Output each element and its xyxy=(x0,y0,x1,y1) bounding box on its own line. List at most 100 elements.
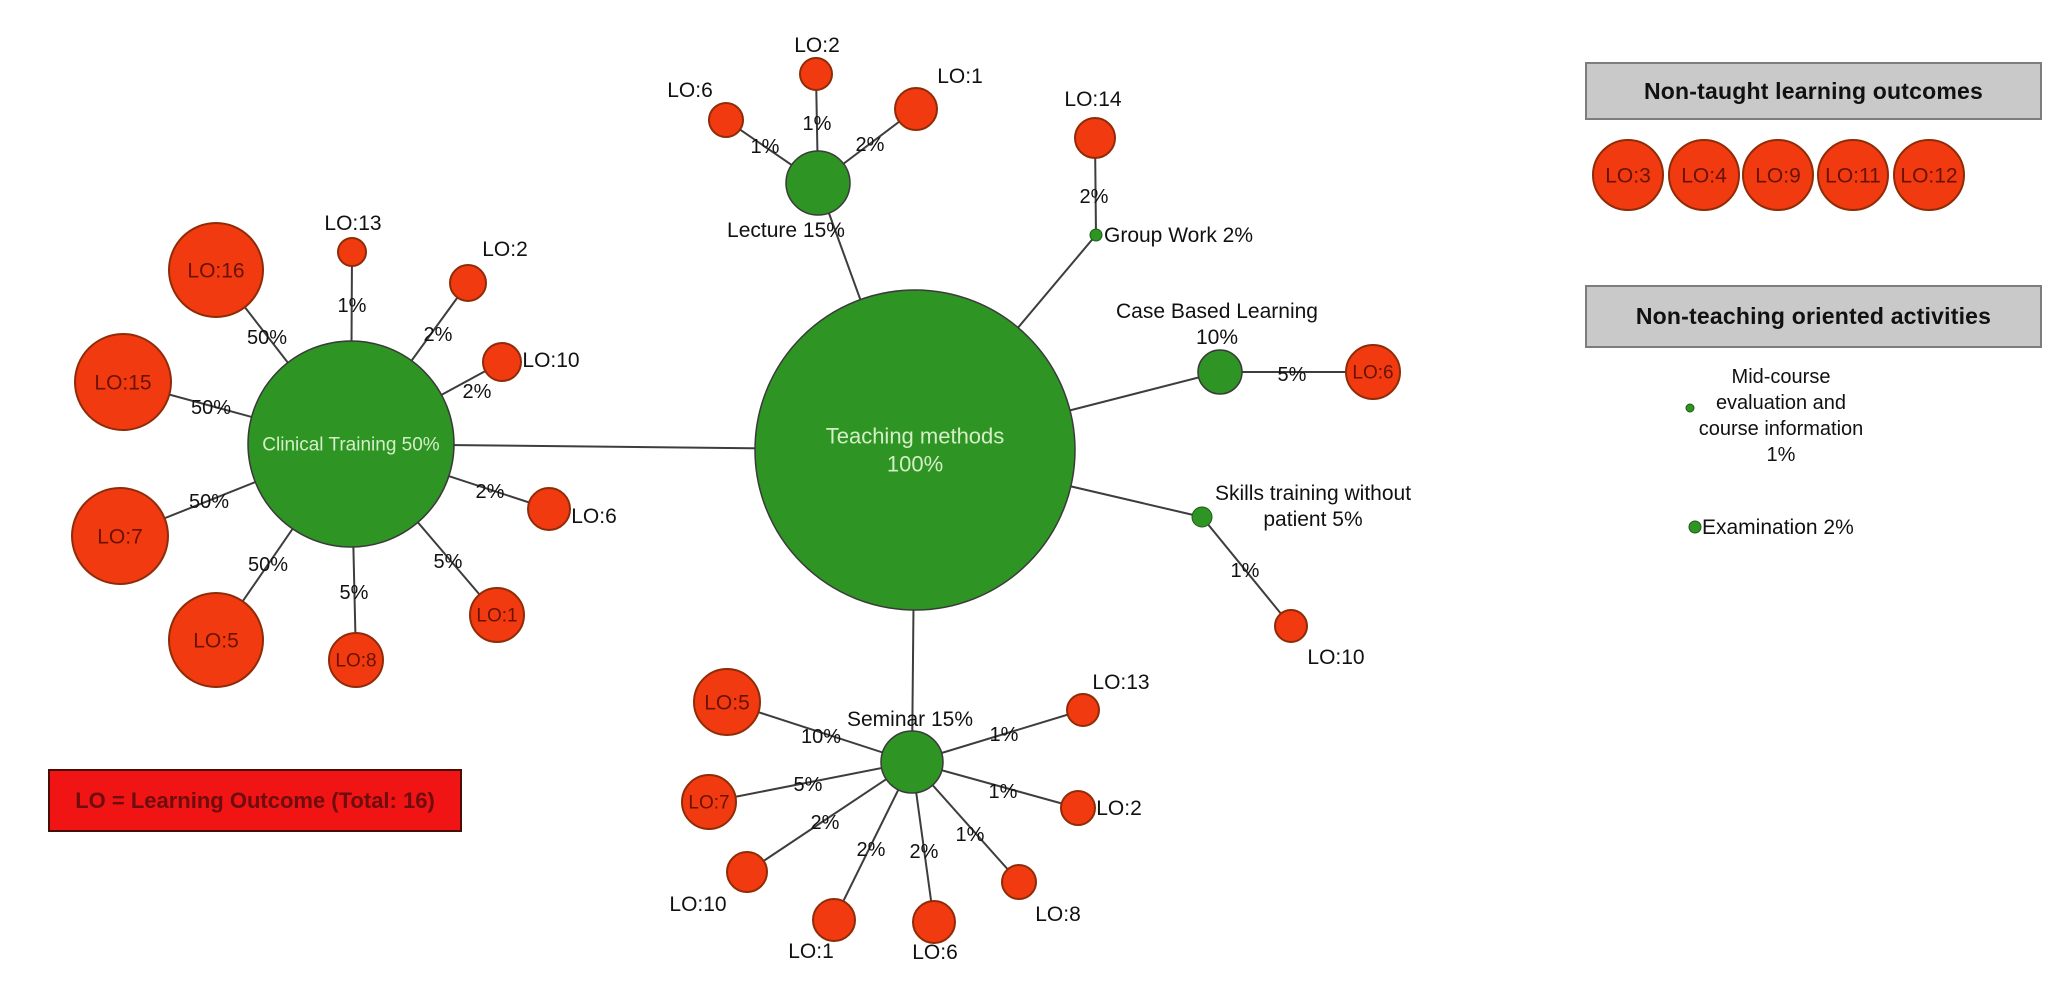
node-sem-lo10: LO:10 xyxy=(669,851,768,916)
edge-seminar--sem-lo7 xyxy=(708,761,913,803)
node-label-ct-lo13: LO:13 xyxy=(324,212,381,235)
node-ct-lo6: LO:6 xyxy=(527,487,617,531)
node-sem-lo2: LO:2 xyxy=(1060,790,1142,826)
node-gw-lo14: LO:14 xyxy=(1064,88,1122,159)
node-label-sem-lo7: LO:7 xyxy=(688,793,729,814)
edge-label-seminar--sem-lo13: 1% xyxy=(990,724,1019,746)
node-circle-ct-lo15 xyxy=(74,333,172,431)
node-label-ct-lo10: LO:10 xyxy=(522,349,579,372)
node-label-ct-lo2: LO:2 xyxy=(482,238,528,261)
node-circle-sem-lo7 xyxy=(681,774,737,830)
edge-label-clinical-training--ct-lo15: 50% xyxy=(191,397,231,419)
node-nt-lo12: LO:12 xyxy=(1893,139,1965,211)
node-ct-lo5: LO:5 xyxy=(168,592,264,688)
node-label-seminar: Seminar 15% xyxy=(847,708,973,731)
edge-label-clinical-training--ct-lo7: 50% xyxy=(189,491,229,513)
node-circle-cbl-lo6 xyxy=(1345,344,1401,400)
node-clinical-training: Clinical Training 50% xyxy=(247,340,455,548)
node-circle-sem-lo1 xyxy=(812,898,856,942)
node-label-gw-lo14: LO:14 xyxy=(1064,88,1122,111)
node-skills-training: Skills training without patient 5% xyxy=(1191,482,1411,531)
node-label-mid-course-eval-line4: 1% xyxy=(1767,444,1796,466)
node-label-group-work: Group Work 2% xyxy=(1104,224,1253,247)
node-label-sem-lo5: LO:5 xyxy=(704,691,750,714)
node-lec-lo1: LO:1 xyxy=(894,65,983,131)
node-circle-ct-lo6 xyxy=(527,487,571,531)
node-sem-lo7: LO:7 xyxy=(681,774,737,830)
node-label-lecture: Lecture 15% xyxy=(727,219,845,242)
node-ct-lo16: LO:16 xyxy=(168,222,264,318)
node-circle-ct-lo16 xyxy=(168,222,264,318)
node-label-sem-lo13: LO:13 xyxy=(1092,671,1149,694)
edge-label-seminar--sem-lo10: 2% xyxy=(811,812,840,834)
node-label-teaching-methods-line1: Teaching methods xyxy=(826,424,1005,449)
node-label-ct-lo16: LO:16 xyxy=(187,259,244,282)
node-circle-group-work xyxy=(1089,228,1103,242)
node-label-nt-lo12: LO:12 xyxy=(1900,164,1957,187)
node-nt-lo3: LO:3 xyxy=(1592,139,1664,211)
node-group-work: Group Work 2% xyxy=(1089,224,1253,247)
node-circle-nt-lo3 xyxy=(1592,139,1664,211)
node-circle-seminar xyxy=(880,730,944,794)
node-teaching-methods: Teaching methods 100% xyxy=(754,289,1076,611)
node-label-skills-training-line1: Skills training without xyxy=(1215,482,1411,505)
node-ct-lo7: LO:7 xyxy=(71,487,169,585)
lo-legend-text: LO = Learning Outcome (Total: 16) xyxy=(75,787,435,813)
node-circle-examination xyxy=(1688,520,1702,534)
node-circle-skills-training xyxy=(1191,506,1213,528)
node-circle-ct-lo1 xyxy=(469,587,525,643)
edge-label-lecture--lec-lo1: 2% xyxy=(856,134,885,156)
node-ct-lo15: LO:15 xyxy=(74,333,172,431)
node-label-st-lo10: LO:10 xyxy=(1307,646,1364,669)
lo-legend-box: LO = Learning Outcome (Total: 16) xyxy=(48,769,462,832)
node-label-clinical-training: Clinical Training 50% xyxy=(262,435,440,456)
node-cbl-lo6: LO:6 xyxy=(1345,344,1401,400)
node-sem-lo1: LO:1 xyxy=(788,898,856,963)
non-taught-header: Non-taught learning outcomes xyxy=(1585,62,2042,120)
node-label-examination: Examination 2% xyxy=(1702,516,1854,539)
edge-label-clinical-training--ct-lo10: 2% xyxy=(463,381,492,403)
edge-label-clinical-training--ct-lo8: 5% xyxy=(340,582,369,604)
edge-label-clinical-training--ct-lo16: 50% xyxy=(247,327,287,349)
edge-label-clinical-training--ct-lo6: 2% xyxy=(476,481,505,503)
node-circle-sem-lo6 xyxy=(912,900,956,944)
node-mid-course-eval: Mid-course evaluation and course informati… xyxy=(1685,366,1863,466)
node-label-nt-lo9: LO:9 xyxy=(1755,164,1801,187)
node-ct-lo1: LO:1 xyxy=(469,587,525,643)
node-circle-ct-lo13 xyxy=(337,237,367,267)
node-circle-gw-lo14 xyxy=(1074,117,1116,159)
node-sem-lo6: LO:6 xyxy=(912,900,958,964)
edge-label-clinical-training--ct-lo2: 2% xyxy=(424,324,453,346)
edge-label-skills-training--st-lo10: 1% xyxy=(1231,560,1260,582)
node-circle-mid-course-eval xyxy=(1685,403,1695,413)
edge-label-seminar--sem-lo5: 10% xyxy=(801,726,841,748)
node-circle-sem-lo2 xyxy=(1060,790,1096,826)
node-circle-sem-lo8 xyxy=(1001,864,1037,900)
edge-label-seminar--sem-lo2: 1% xyxy=(989,781,1018,803)
node-label-ct-lo15: LO:15 xyxy=(94,371,151,394)
non-teaching-header: Non-teaching oriented activities xyxy=(1585,285,2042,348)
node-label-skills-training-line2: patient 5% xyxy=(1263,508,1362,531)
node-label-ct-lo7: LO:7 xyxy=(97,525,143,548)
node-circle-sem-lo13 xyxy=(1066,693,1100,727)
node-label-case-based-learning-line2: 10% xyxy=(1196,326,1238,349)
node-label-ct-lo5: LO:5 xyxy=(193,629,239,652)
node-lec-lo6: LO:6 xyxy=(667,79,744,138)
node-label-teaching-methods-line2: 100% xyxy=(887,452,943,477)
node-circle-lec-lo1 xyxy=(894,87,938,131)
node-sem-lo5: LO:5 xyxy=(693,668,761,736)
edge-label-seminar--sem-lo7: 5% xyxy=(794,774,823,796)
node-label-sem-lo10: LO:10 xyxy=(669,893,726,916)
node-circle-ct-lo10 xyxy=(482,342,522,382)
node-ct-lo2: LO:2 xyxy=(449,238,528,302)
node-circle-sem-lo5 xyxy=(693,668,761,736)
node-label-ct-lo8: LO:8 xyxy=(335,651,376,672)
node-label-nt-lo11: LO:11 xyxy=(1825,164,1881,187)
node-nt-lo11: LO:11 xyxy=(1817,139,1889,211)
node-ct-lo10: LO:10 xyxy=(482,342,580,382)
node-circle-nt-lo4 xyxy=(1668,139,1740,211)
node-label-sem-lo6: LO:6 xyxy=(912,941,958,964)
edge-label-seminar--sem-lo6: 2% xyxy=(910,841,939,863)
